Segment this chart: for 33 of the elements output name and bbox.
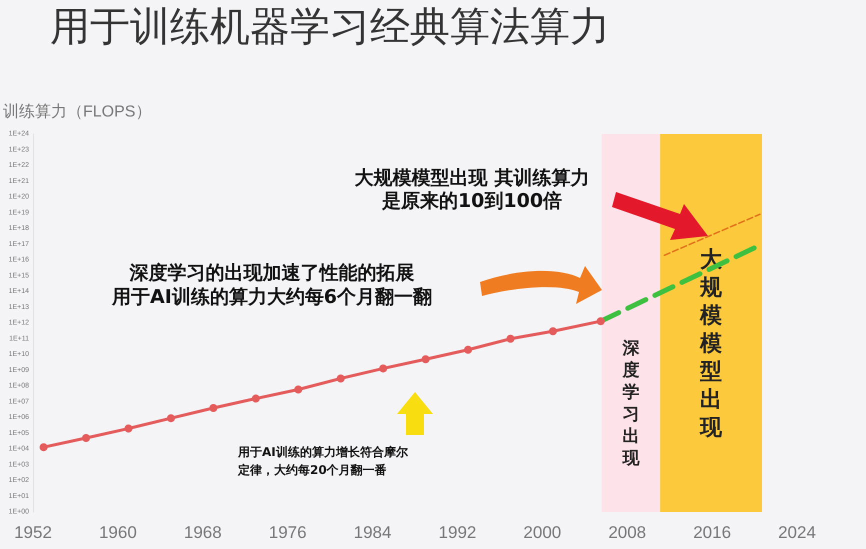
point (124, 424, 132, 433)
point (464, 346, 472, 354)
x-tick-label: 1968 (184, 523, 222, 542)
annotation: 大规模模型出现 其训练算力 (354, 167, 590, 189)
point (40, 443, 48, 452)
band-label: 深度学习出现 (621, 338, 640, 468)
x-tick-label: 2016 (693, 523, 732, 542)
annotation: 用于AI训练的算力大约每6个月翻一翻 (111, 286, 432, 308)
x-tick-label: 2000 (523, 523, 562, 542)
annotation: 定律，大约每20个月翻一番 (237, 463, 387, 477)
x-tick-label: 2024 (778, 523, 816, 542)
point (379, 364, 388, 372)
x-tick-label: 1960 (98, 523, 137, 542)
point (252, 394, 260, 403)
annotation: 用于AI训练的算力增长符合摩尔 (237, 445, 409, 459)
annotation: 是原来的10到100倍 (380, 190, 562, 212)
point (209, 404, 218, 412)
point (166, 414, 175, 422)
point (596, 317, 605, 326)
annotation: 深度学习的出现加速了性能的拓展 (128, 262, 414, 284)
x-tick-label: 1984 (354, 523, 392, 542)
x-tick-label: 2008 (608, 523, 646, 542)
point (294, 385, 302, 394)
y-axis-title: 训练算力（FLOPS） (3, 102, 152, 120)
chart-title: 用于训练机器学习经典算法算力 (50, 4, 610, 50)
point (548, 327, 557, 336)
point (82, 434, 90, 442)
point (422, 355, 430, 364)
x-tick-label: 1976 (268, 523, 307, 542)
point (336, 374, 345, 382)
x-tick-label: 1992 (438, 523, 476, 542)
x-tick-label: 1952 (14, 523, 52, 542)
point (506, 334, 514, 343)
